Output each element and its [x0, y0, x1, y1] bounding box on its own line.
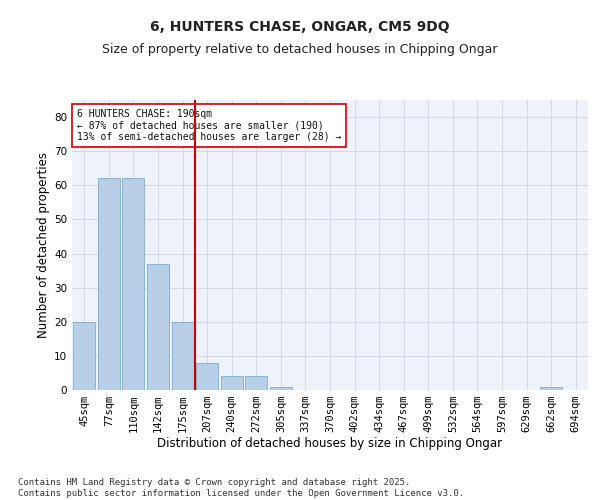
Bar	[245, 376, 268, 390]
Bar	[98, 178, 120, 390]
Text: 6, HUNTERS CHASE, ONGAR, CM5 9DQ: 6, HUNTERS CHASE, ONGAR, CM5 9DQ	[150, 20, 450, 34]
Y-axis label: Number of detached properties: Number of detached properties	[37, 152, 50, 338]
Bar	[196, 362, 218, 390]
X-axis label: Distribution of detached houses by size in Chipping Ongar: Distribution of detached houses by size …	[157, 436, 503, 450]
Text: 6 HUNTERS CHASE: 190sqm
← 87% of detached houses are smaller (190)
13% of semi-d: 6 HUNTERS CHASE: 190sqm ← 87% of detache…	[77, 108, 341, 142]
Bar	[172, 322, 194, 390]
Bar	[540, 386, 562, 390]
Bar	[221, 376, 243, 390]
Bar	[73, 322, 95, 390]
Bar	[270, 386, 292, 390]
Bar	[147, 264, 169, 390]
Text: Contains HM Land Registry data © Crown copyright and database right 2025.
Contai: Contains HM Land Registry data © Crown c…	[18, 478, 464, 498]
Bar	[122, 178, 145, 390]
Text: Size of property relative to detached houses in Chipping Ongar: Size of property relative to detached ho…	[102, 42, 498, 56]
